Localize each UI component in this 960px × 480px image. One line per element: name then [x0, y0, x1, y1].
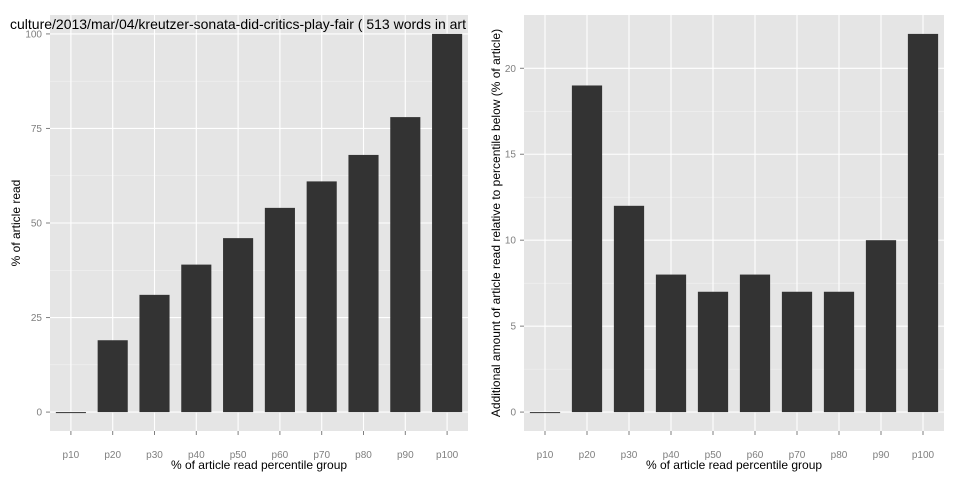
x-tick-label: p50 — [230, 450, 247, 461]
y-tick-label: 100 — [25, 29, 42, 40]
chart-title: culture/2013/mar/04/kreutzer-sonata-did-… — [10, 16, 466, 32]
y-tick-label: 5 — [510, 322, 516, 333]
bar-p100 — [432, 33, 463, 413]
x-tick-label: p80 — [831, 450, 848, 461]
x-tick-label: p100 — [912, 450, 935, 461]
y-tick-label: 50 — [31, 219, 43, 230]
x-tick-label: p70 — [313, 450, 330, 461]
bar-p30 — [613, 205, 645, 413]
bar-p10 — [55, 412, 86, 414]
bar-p20 — [571, 85, 603, 413]
x-tick-label: p70 — [789, 450, 806, 461]
x-tick-label: p80 — [355, 450, 372, 461]
bar-p90 — [865, 240, 897, 413]
x-tick-label: p90 — [397, 450, 414, 461]
bar-p10 — [529, 412, 561, 414]
chart-panel-1: 0 25 50 75 100 p10 p20 p30 p40 p50 p60 p70 p80 p90 p10… — [9, 15, 468, 472]
bar-p40 — [655, 274, 687, 413]
x-tick-label: p40 — [663, 450, 680, 461]
x-tick-label: p20 — [579, 450, 596, 461]
y-axis-title: Additional amount of article read relati… — [489, 29, 503, 417]
x-tick-label: p30 — [146, 450, 163, 461]
bar-p70 — [306, 181, 337, 413]
bar-p40 — [181, 264, 212, 413]
bar-p70 — [781, 291, 813, 413]
bar-p60 — [739, 274, 771, 413]
y-axis-title: % of article read — [9, 180, 23, 267]
y-tick-label: 75 — [31, 124, 43, 135]
bar-p20 — [97, 340, 128, 413]
y-tick-label: 15 — [505, 150, 517, 161]
x-tick-label: p100 — [436, 450, 459, 461]
x-tick-label: p30 — [621, 450, 638, 461]
y-tick-label: 0 — [510, 408, 516, 419]
x-tick-label: p10 — [537, 450, 554, 461]
x-tick-label: p20 — [104, 450, 121, 461]
x-axis-title: % of article read percentile group — [171, 458, 347, 472]
bar-p50 — [697, 291, 729, 413]
bar-p80 — [348, 154, 379, 413]
bar-p60 — [264, 207, 295, 413]
y-tick-label: 20 — [505, 64, 517, 75]
y-tick-label: 10 — [505, 236, 517, 247]
x-tick-label: p10 — [63, 450, 80, 461]
x-tick-label: p60 — [747, 450, 764, 461]
x-tick-label: p90 — [873, 450, 890, 461]
y-tick-label: 0 — [36, 408, 42, 419]
bar-p100 — [907, 33, 939, 413]
x-axis-title: % of article read percentile group — [646, 458, 822, 472]
bar-p90 — [390, 117, 421, 413]
x-tick-label: p50 — [705, 450, 722, 461]
bar-p30 — [139, 294, 170, 413]
x-tick-label: p40 — [188, 450, 205, 461]
bar-p80 — [823, 291, 855, 413]
y-tick-label: 25 — [31, 313, 43, 324]
x-tick-label: p60 — [272, 450, 289, 461]
chart-panel-2: 0 5 10 15 20 p10 p20 p30 p40 p50 p60 p70 p80 p90 p100%… — [489, 15, 944, 472]
bar-p50 — [223, 238, 254, 413]
